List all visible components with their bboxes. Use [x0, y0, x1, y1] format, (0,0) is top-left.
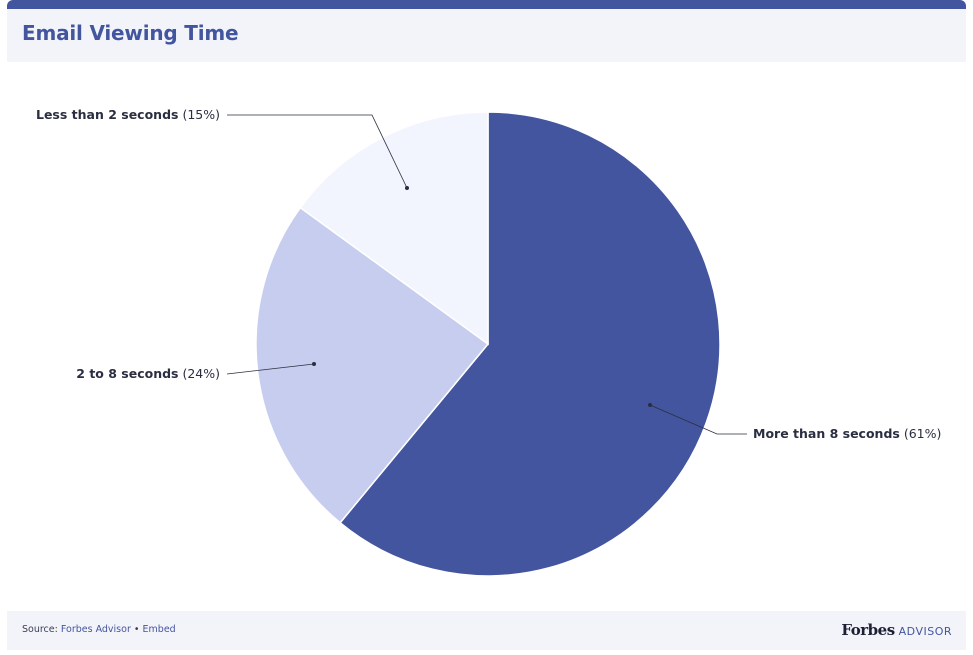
chart-card: Email Viewing Time More than 8 seconds (…	[7, 0, 966, 650]
accent-bar	[7, 0, 966, 9]
slice-label-name: 2 to 8 seconds	[76, 366, 178, 381]
pie-slice-more-than-8-seconds[interactable]	[339, 111, 721, 577]
pie-chart: More than 8 seconds (61%) 2 to 8 seconds …	[36, 107, 941, 577]
slice-label-value: (24%)	[178, 366, 220, 381]
pie-slice-2-to-8-seconds[interactable]	[255, 206, 490, 524]
slice-label-name: Less than 2 seconds	[36, 107, 179, 122]
leader-line-more-than-8-seconds	[649, 404, 747, 435]
slice-label-name: More than 8 seconds	[753, 426, 900, 441]
chart-title: Email Viewing Time	[22, 21, 239, 45]
source-prefix: Source:	[22, 624, 58, 635]
source-line: Source: Forbes Advisor • Embed	[22, 624, 176, 635]
chart-footer: Source: Forbes Advisor • Embed Forbes ADV…	[7, 611, 966, 650]
slice-label-value: (15%)	[178, 107, 220, 122]
slice-label-2-to-8-seconds: 2 to 8 seconds (24%)	[76, 366, 220, 381]
brand-suffix: ADVISOR	[898, 625, 952, 638]
slice-label-value: (61%)	[900, 426, 942, 441]
forbes-advisor-logo[interactable]: Forbes ADVISOR	[841, 620, 952, 639]
leader-line-less-than-2-seconds	[227, 114, 408, 189]
leader-dot-2-to-8-seconds	[312, 362, 316, 366]
embed-link[interactable]: Embed	[142, 624, 176, 635]
leader-dot-more-than-8-seconds	[648, 403, 652, 407]
source-link[interactable]: Forbes Advisor	[60, 624, 131, 635]
leader-line-2-to-8-seconds	[226, 363, 315, 375]
slice-label-less-than-2-seconds: Less than 2 seconds (15%)	[36, 107, 220, 122]
slice-label-more-than-8-seconds: More than 8 seconds (61%)	[753, 426, 941, 441]
chart-header: Email Viewing Time	[7, 9, 966, 62]
leader-dot-less-than-2-seconds	[405, 186, 409, 190]
source-separator: •	[133, 624, 140, 635]
brand-name: Forbes	[841, 621, 895, 639]
